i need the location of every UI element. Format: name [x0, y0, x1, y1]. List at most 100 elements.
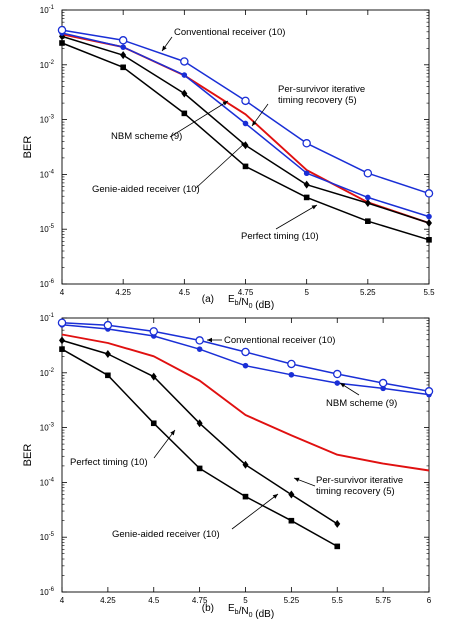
marker-circle [424, 387, 434, 396]
y-axis-label: BER [22, 444, 34, 467]
series-line-perfect [61, 348, 338, 548]
marker-square [120, 64, 126, 71]
x-tick-label: 5.5 [332, 596, 344, 605]
marker-square [181, 110, 188, 117]
y-tick-label: 10-3 [40, 423, 55, 433]
y-tick-label: 10-5 [40, 224, 55, 234]
annotation-arrow [275, 204, 318, 230]
annotation-label: Perfect timing (10) [241, 231, 319, 242]
marker-circle [57, 25, 67, 35]
marker-dot [288, 371, 295, 378]
marker-circle [302, 139, 311, 148]
annotation-label: Conventional receiver (10) [224, 335, 335, 346]
arrow-head [170, 430, 175, 436]
annotation-label: Per-survivor iterative timing recovery (5… [278, 84, 365, 106]
marker-square [426, 237, 432, 243]
marker-dot [181, 72, 188, 78]
marker-dot [303, 170, 310, 177]
marker-dot [334, 380, 341, 386]
marker-square [105, 372, 111, 379]
x-tick-label: 5.25 [360, 288, 376, 297]
x-tick-label: 4.5 [148, 596, 160, 605]
annotation-arrow [169, 100, 229, 138]
marker-square [242, 493, 249, 500]
marker-diamond [288, 490, 295, 499]
y-tick-label: 10-2 [40, 368, 55, 378]
marker-diamond [120, 51, 127, 60]
marker-square [365, 218, 371, 224]
arrow-head [162, 45, 167, 51]
x-tick-label: 5.75 [375, 596, 391, 605]
arrow-head [222, 101, 228, 106]
series-line-conv [61, 321, 430, 393]
marker-circle [180, 57, 189, 66]
annotation-label: NBM scheme (9) [326, 398, 397, 409]
panel-tag: (a) [202, 294, 214, 305]
marker-diamond [334, 519, 341, 528]
marker-diamond [196, 419, 203, 428]
x-tick-label: 4.75 [238, 288, 254, 297]
marker-square [59, 346, 65, 352]
annotation-label: Genie-aided receiver (10) [112, 529, 220, 540]
marker-diamond [426, 218, 432, 227]
y-tick-label: 10-6 [40, 279, 55, 289]
chart-panel-a: 10-6 10-5 10-4 10-3 10-2 10-1 4 4.25 4.5 4.75 5 5.2… [22, 5, 435, 311]
marker-dot [242, 120, 249, 127]
marker-diamond [303, 180, 310, 189]
marker-diamond [150, 372, 157, 381]
marker-dot [242, 362, 249, 369]
marker-square [242, 163, 249, 170]
arrow-head [240, 142, 246, 148]
marker-circle [195, 336, 204, 345]
marker-circle [424, 189, 434, 198]
annotation-arrow [153, 429, 176, 459]
y-axis-label: BER [22, 136, 34, 159]
marker-square [334, 543, 341, 550]
marker-diamond [59, 336, 65, 345]
y-tick-label: 10-1 [40, 313, 55, 323]
marker-square [150, 420, 157, 427]
arrow-head [252, 120, 257, 126]
marker-dot [365, 194, 371, 201]
marker-diamond [242, 460, 249, 469]
marker-circle [118, 36, 128, 45]
arrow-head [294, 477, 300, 482]
marker-square [59, 40, 65, 46]
arrow-head [207, 337, 212, 343]
x-tick-label: 5.25 [284, 596, 300, 605]
chart-panel-b: 10-6 10-5 10-4 10-3 10-2 10-1 4 4.25 4.5 4.75 5 5.2… [22, 313, 434, 620]
marker-dot [426, 213, 432, 220]
y-tick-label: 10-2 [40, 60, 55, 70]
x-tick-label: 4 [60, 596, 65, 605]
y-tick-label: 10-4 [40, 477, 55, 487]
arrow-head [272, 494, 278, 499]
marker-dot [120, 44, 126, 50]
marker-diamond [104, 350, 111, 359]
panel-tag: (b) [202, 603, 214, 614]
marker-circle [287, 359, 296, 369]
annotation-arrow [231, 493, 279, 530]
x-axis-label: Eb/N0 (dB) [228, 294, 274, 311]
annotation-label: Perfect timing (10) [70, 457, 148, 468]
x-tick-label: 5 [304, 288, 309, 297]
marker-circle [57, 318, 67, 327]
annotation-arrow [195, 141, 247, 189]
y-tick-label: 10-4 [40, 169, 55, 179]
annotation-label: Genie-aided receiver (10) [92, 184, 200, 195]
y-tick-label: 10-3 [40, 115, 55, 125]
marker-circle [363, 168, 373, 178]
x-tick-label: 4.25 [100, 596, 116, 605]
x-tick-label: 4.25 [115, 288, 131, 297]
marker-circle [241, 96, 250, 106]
x-tick-label: 4.5 [179, 288, 191, 297]
marker-circle [241, 347, 250, 357]
marker-circle [378, 378, 388, 388]
annotation-label: Per-survivor iterative timing recovery (5… [316, 475, 403, 497]
marker-square [303, 194, 310, 201]
x-tick-label: 5.5 [423, 288, 435, 297]
marker-circle [149, 327, 158, 336]
x-tick-label: 5 [243, 596, 248, 605]
marker-dot [196, 346, 203, 352]
marker-circle [332, 369, 342, 379]
